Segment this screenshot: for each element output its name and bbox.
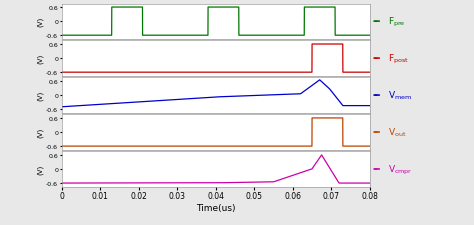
Y-axis label: (V): (V) xyxy=(37,90,43,101)
Text: $\mathregular{F_{post}}$: $\mathregular{F_{post}}$ xyxy=(388,52,409,65)
Y-axis label: (V): (V) xyxy=(37,17,43,27)
X-axis label: Time(us): Time(us) xyxy=(196,203,236,211)
Text: $\mathregular{F_{pre}}$: $\mathregular{F_{pre}}$ xyxy=(388,16,405,29)
Text: $\mathregular{V_{out}}$: $\mathregular{V_{out}}$ xyxy=(388,126,406,139)
Y-axis label: (V): (V) xyxy=(37,164,43,174)
Text: $\mathregular{V_{mem}}$: $\mathregular{V_{mem}}$ xyxy=(388,89,412,102)
Text: $\mathregular{V_{cmpr}}$: $\mathregular{V_{cmpr}}$ xyxy=(388,163,412,176)
Y-axis label: (V): (V) xyxy=(37,54,43,64)
Y-axis label: (V): (V) xyxy=(37,127,43,137)
